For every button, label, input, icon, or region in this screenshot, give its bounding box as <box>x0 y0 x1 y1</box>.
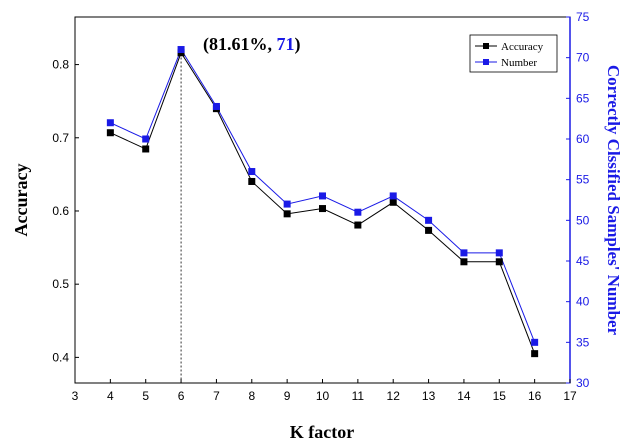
y-tick-label: 0.5 <box>52 277 69 291</box>
data-point-accuracy <box>142 145 150 153</box>
x-axis: 3 4 5 6 7 8 9 10 11 12 13 14 15 16 17 <box>72 379 577 403</box>
legend: Accuracy Number <box>469 34 558 73</box>
data-point-accuracy <box>460 258 468 266</box>
y2-axis-title: Correctly Clssified Samples' Number <box>604 65 623 336</box>
y-axis-title: Accuracy <box>11 164 31 237</box>
y2-tick-label: 30 <box>576 376 590 390</box>
x-tick-label: 3 <box>72 389 79 403</box>
peak-annotation: (81.61%, 71) <box>203 34 301 55</box>
x-tick-label: 5 <box>142 389 149 403</box>
x-tick-label: 6 <box>178 389 185 403</box>
data-point-accuracy <box>354 221 362 229</box>
legend-number-marker <box>483 59 489 65</box>
legend-box <box>469 34 558 73</box>
x-tick-label: 4 <box>107 389 114 403</box>
data-point-accuracy <box>106 129 114 137</box>
y2-tick-label: 50 <box>576 213 590 227</box>
x-tick-label: 7 <box>213 389 220 403</box>
y2-tick-label: 70 <box>576 51 590 65</box>
right-y-axis: 30 35 40 45 50 55 60 65 70 75 <box>566 10 590 390</box>
series-points <box>106 46 539 358</box>
data-point-accuracy <box>425 226 433 234</box>
x-tick-label: 12 <box>387 389 401 403</box>
data-point-accuracy <box>283 210 291 218</box>
data-point-number <box>142 135 150 143</box>
peak-annotation-prefix: (81.61%, <box>203 34 277 55</box>
x-tick-label: 10 <box>316 389 330 403</box>
data-point-number <box>212 102 220 110</box>
data-point-number <box>283 200 291 208</box>
data-point-number <box>177 46 185 54</box>
x-tick-label: 13 <box>422 389 436 403</box>
plot-area-frame <box>74 16 571 384</box>
x-tick-label: 9 <box>284 389 291 403</box>
x-tick-label: 14 <box>457 389 471 403</box>
legend-accuracy-marker <box>483 43 489 49</box>
data-point-number <box>460 249 468 257</box>
x-tick-label: 16 <box>528 389 542 403</box>
y2-tick-label: 35 <box>576 335 590 349</box>
data-point-number <box>354 208 362 216</box>
data-point-accuracy <box>531 350 539 358</box>
data-point-number <box>425 216 433 224</box>
data-point-number <box>531 338 539 346</box>
x-axis-title: K factor <box>290 422 354 442</box>
data-point-number <box>389 192 397 200</box>
y2-tick-label: 75 <box>576 10 590 24</box>
left-y-axis: 0.4 0.5 0.6 0.7 0.8 <box>52 58 79 364</box>
data-point-number <box>248 168 256 176</box>
x-tick-label: 15 <box>493 389 507 403</box>
y-tick-label: 0.6 <box>52 204 69 218</box>
legend-accuracy-label: Accuracy <box>501 41 544 53</box>
peak-annotation-highlight: 71 <box>277 34 295 54</box>
data-point-number <box>106 119 114 127</box>
data-point-accuracy <box>319 205 326 213</box>
y2-tick-label: 45 <box>576 254 590 268</box>
y-tick-label: 0.8 <box>52 58 69 72</box>
legend-number-label: Number <box>501 57 537 69</box>
x-tick-label: 17 <box>563 389 577 403</box>
data-point-number <box>495 249 503 257</box>
y2-tick-label: 55 <box>576 173 590 187</box>
data-point-accuracy <box>495 258 503 266</box>
data-point-accuracy <box>389 198 397 206</box>
y2-tick-label: 60 <box>576 132 590 146</box>
data-point-number <box>319 192 326 200</box>
data-point-accuracy <box>248 177 256 185</box>
x-tick-label: 11 <box>352 389 365 403</box>
x-tick-label: 8 <box>248 389 255 403</box>
y2-tick-label: 40 <box>576 295 590 309</box>
y-tick-label: 0.4 <box>52 350 69 364</box>
y2-tick-label: 65 <box>576 91 590 105</box>
y-tick-label: 0.7 <box>52 131 69 145</box>
peak-annotation-suffix: ) <box>295 34 301 55</box>
